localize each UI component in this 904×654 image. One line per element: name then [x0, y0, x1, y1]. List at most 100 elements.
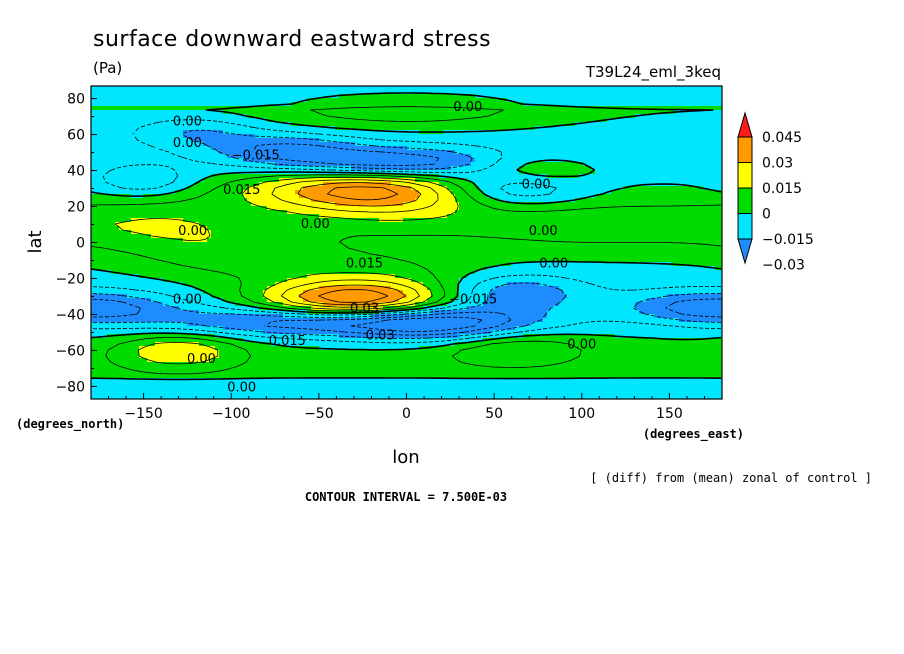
field-cell: [287, 114, 292, 119]
field-cell: [587, 126, 592, 131]
field-cell: [691, 150, 696, 155]
field-cell: [335, 134, 340, 139]
field-cell: [207, 126, 212, 131]
field-cell: [163, 150, 168, 155]
field-cell: [543, 142, 548, 147]
field-cell: [91, 118, 96, 123]
field-cell: [623, 146, 628, 151]
field-cell: [607, 170, 612, 175]
field-cell: [511, 122, 516, 127]
field-cell: [323, 198, 328, 203]
field-cell: [179, 126, 184, 131]
field-cell: [247, 126, 252, 131]
field-cell: [651, 138, 656, 143]
field-cell: [135, 154, 140, 159]
field-cell: [623, 142, 628, 147]
field-cell: [563, 98, 568, 103]
field-cell: [367, 158, 372, 163]
field-cell: [371, 190, 376, 195]
field-cell: [531, 194, 536, 199]
field-cell: [395, 182, 400, 187]
field-cell: [507, 206, 512, 211]
field-cell: [447, 190, 452, 195]
field-cell: [435, 126, 440, 131]
field-cell: [415, 186, 420, 191]
field-cell: [479, 146, 484, 151]
field-cell: [363, 126, 368, 131]
field-cell: [607, 98, 612, 103]
field-cell: [347, 86, 352, 91]
field-cell: [419, 110, 424, 115]
field-cell: [235, 142, 240, 147]
field-cell: [167, 102, 172, 107]
field-cell: [339, 122, 344, 127]
field-cell: [235, 154, 240, 159]
field-cell: [707, 154, 712, 159]
field-cell: [251, 194, 256, 199]
field-cell: [211, 86, 216, 91]
field-cell: [279, 190, 284, 195]
field-cell: [127, 170, 132, 175]
field-cell: [171, 126, 176, 131]
field-cell: [367, 190, 372, 195]
field-cell: [611, 98, 616, 103]
field-cell: [323, 138, 328, 143]
field-cell: [583, 170, 588, 175]
field-cell: [355, 110, 360, 115]
field-cell: [239, 186, 244, 191]
field-cell: [175, 166, 180, 171]
field-cell: [423, 186, 428, 191]
field-cell: [579, 162, 584, 167]
field-cell: [547, 162, 552, 167]
field-cell: [495, 182, 500, 187]
field-cell: [347, 158, 352, 163]
field-cell: [399, 94, 404, 99]
field-cell: [127, 206, 132, 211]
field-cell: [467, 126, 472, 131]
field-cell: [463, 202, 468, 207]
field-cell: [207, 154, 212, 159]
field-cell: [619, 170, 624, 175]
field-cell: [483, 122, 488, 127]
field-cell: [631, 170, 636, 175]
field-cell: [367, 142, 372, 147]
field-cell: [275, 110, 280, 115]
field-cell: [687, 182, 692, 187]
field-cell: [383, 198, 388, 203]
field-cell: [211, 138, 216, 143]
field-cell: [551, 142, 556, 147]
field-cell: [215, 122, 220, 127]
field-cell: [391, 190, 396, 195]
field-cell: [203, 110, 208, 115]
field-cell: [639, 86, 644, 91]
field-cell: [159, 150, 164, 155]
field-cell: [719, 110, 722, 115]
field-cell: [431, 170, 436, 175]
field-cell: [119, 94, 124, 99]
field-cell: [351, 154, 356, 159]
field-cell: [491, 114, 496, 119]
field-cell: [307, 86, 312, 91]
field-cell: [251, 118, 256, 123]
field-cell: [635, 150, 640, 155]
field-cell: [599, 102, 604, 107]
field-cell: [91, 198, 96, 203]
field-cell: [539, 166, 544, 171]
field-cell: [507, 174, 512, 179]
field-cell: [395, 166, 400, 171]
field-cell: [631, 134, 636, 139]
field-cell: [175, 190, 180, 195]
field-cell: [707, 170, 712, 175]
field-cell: [315, 90, 320, 95]
field-cell: [635, 118, 640, 123]
field-cell: [699, 202, 704, 207]
field-cell: [335, 138, 340, 143]
field-cell: [667, 134, 672, 139]
field-cell: [243, 102, 248, 107]
field-cell: [423, 206, 428, 211]
field-cell: [651, 186, 656, 191]
field-cell: [203, 206, 208, 211]
field-cell: [391, 102, 396, 107]
field-cell: [579, 178, 584, 183]
field-cell: [195, 94, 200, 99]
